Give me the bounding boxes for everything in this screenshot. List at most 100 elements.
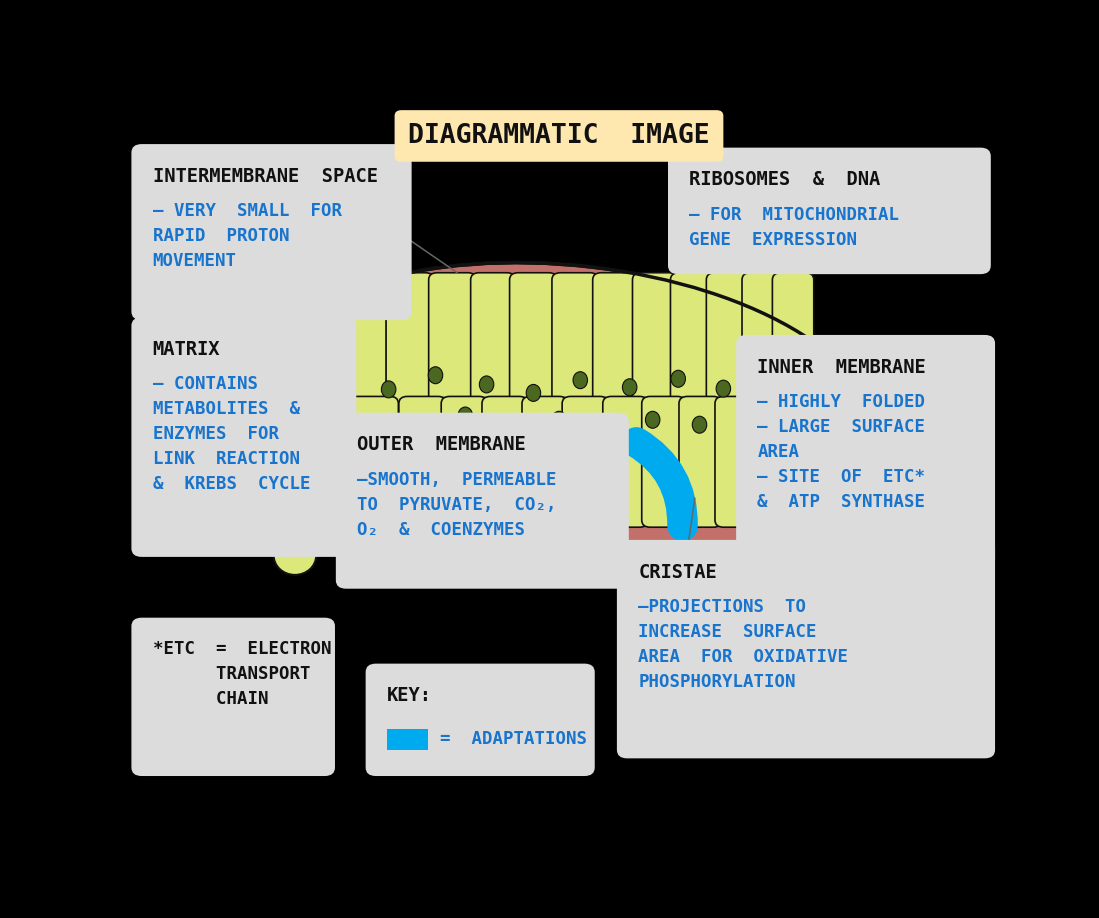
Ellipse shape [645,411,659,428]
FancyBboxPatch shape [552,273,598,428]
Text: INNER  MEMBRANE: INNER MEMBRANE [757,357,926,376]
FancyBboxPatch shape [386,273,434,428]
Ellipse shape [429,367,443,384]
FancyBboxPatch shape [132,318,356,557]
Ellipse shape [252,325,315,383]
Text: DIAGRAMMATIC  IMAGE: DIAGRAMMATIC IMAGE [408,123,710,149]
FancyBboxPatch shape [658,290,690,422]
FancyBboxPatch shape [548,409,581,518]
FancyBboxPatch shape [642,397,686,527]
FancyBboxPatch shape [617,540,995,758]
FancyBboxPatch shape [539,290,570,422]
FancyBboxPatch shape [633,273,677,428]
FancyBboxPatch shape [399,397,446,527]
FancyBboxPatch shape [742,273,780,428]
Ellipse shape [809,389,863,439]
Text: – CONTAINS
METABOLITES  &
ENZYMES  FOR
LINK  REACTION
&  KREBS  CYCLE: – CONTAINS METABOLITES & ENZYMES FOR LIN… [153,375,310,493]
Ellipse shape [257,487,310,536]
Ellipse shape [245,379,306,435]
FancyBboxPatch shape [322,397,398,527]
Ellipse shape [504,416,520,433]
FancyBboxPatch shape [730,290,763,422]
Ellipse shape [762,374,777,391]
Ellipse shape [249,434,307,488]
FancyBboxPatch shape [312,284,810,421]
FancyBboxPatch shape [429,273,476,428]
Ellipse shape [526,385,541,401]
FancyBboxPatch shape [386,409,418,518]
FancyBboxPatch shape [590,409,622,518]
FancyBboxPatch shape [509,409,541,518]
Text: –SMOOTH,  PERMEABLE
TO  PYRUVATE,  CO₂,
O₂  &  COENZYMES: –SMOOTH, PERMEABLE TO PYRUVATE, CO₂, O₂ … [357,471,556,539]
FancyBboxPatch shape [522,397,568,527]
FancyBboxPatch shape [132,618,335,776]
Text: RIBOSOMES  &  DNA: RIBOSOMES & DNA [689,170,880,189]
Text: CRISTAE: CRISTAE [639,563,717,581]
FancyBboxPatch shape [496,290,529,422]
FancyBboxPatch shape [620,290,652,422]
FancyBboxPatch shape [761,290,792,422]
FancyBboxPatch shape [395,110,723,162]
Ellipse shape [479,376,493,393]
FancyBboxPatch shape [373,290,404,422]
FancyBboxPatch shape [702,409,734,518]
Text: – HIGHLY  FOLDED
– LARGE  SURFACE
AREA
– SITE  OF  ETC*
&  ATP  SYNTHASE: – HIGHLY FOLDED – LARGE SURFACE AREA – S… [757,393,925,511]
FancyBboxPatch shape [740,409,771,518]
FancyBboxPatch shape [470,273,515,428]
FancyBboxPatch shape [415,290,447,422]
Ellipse shape [622,379,637,396]
Text: – VERY  SMALL  FOR
RAPID  PROTON
MOVEMENT: – VERY SMALL FOR RAPID PROTON MOVEMENT [153,202,342,270]
FancyBboxPatch shape [428,409,460,518]
FancyBboxPatch shape [366,664,595,776]
FancyBboxPatch shape [563,397,609,527]
FancyBboxPatch shape [736,335,995,567]
Text: – FOR  MITOCHONDRIAL
GENE  EXPRESSION: – FOR MITOCHONDRIAL GENE EXPRESSION [689,206,899,249]
Ellipse shape [803,338,859,391]
FancyBboxPatch shape [715,397,759,527]
FancyBboxPatch shape [670,273,713,428]
Ellipse shape [381,381,396,397]
FancyBboxPatch shape [773,273,813,428]
FancyBboxPatch shape [707,273,750,428]
FancyBboxPatch shape [314,273,387,428]
FancyBboxPatch shape [468,409,501,518]
Ellipse shape [288,291,813,523]
FancyBboxPatch shape [482,397,528,527]
FancyBboxPatch shape [754,397,806,527]
Ellipse shape [792,385,808,401]
FancyBboxPatch shape [387,729,428,750]
Ellipse shape [797,489,841,530]
FancyBboxPatch shape [336,413,629,588]
Ellipse shape [552,411,566,428]
Ellipse shape [671,370,686,387]
Ellipse shape [258,263,876,558]
Text: INTERMEMBRANE  SPACE: INTERMEMBRANE SPACE [153,167,378,185]
Ellipse shape [692,416,707,433]
Ellipse shape [717,380,731,397]
FancyBboxPatch shape [441,397,488,527]
Ellipse shape [274,536,317,575]
Text: =  ADAPTATIONS: = ADAPTATIONS [440,730,587,748]
Ellipse shape [599,416,613,433]
FancyBboxPatch shape [579,290,612,422]
FancyBboxPatch shape [679,397,722,527]
FancyBboxPatch shape [510,273,557,428]
Text: –PROJECTIONS  TO
INCREASE  SURFACE
AREA  FOR  OXIDATIVE
PHOSPHORYLATION: –PROJECTIONS TO INCREASE SURFACE AREA FO… [639,598,848,691]
Ellipse shape [804,441,854,487]
FancyBboxPatch shape [629,409,662,518]
FancyBboxPatch shape [457,290,490,422]
FancyBboxPatch shape [602,397,648,527]
Text: MATRIX: MATRIX [153,340,220,359]
FancyBboxPatch shape [592,273,639,428]
FancyBboxPatch shape [668,148,991,274]
Ellipse shape [740,411,754,428]
Text: *ETC  =  ELECTRON
      TRANSPORT
      CHAIN: *ETC = ELECTRON TRANSPORT CHAIN [153,641,331,709]
Ellipse shape [573,372,588,388]
Text: OUTER  MEMBRANE: OUTER MEMBRANE [357,435,525,454]
FancyBboxPatch shape [132,144,412,320]
FancyBboxPatch shape [666,409,699,518]
Text: KEY:: KEY: [387,687,432,705]
FancyBboxPatch shape [693,290,726,422]
Ellipse shape [411,414,425,431]
Ellipse shape [458,407,473,424]
